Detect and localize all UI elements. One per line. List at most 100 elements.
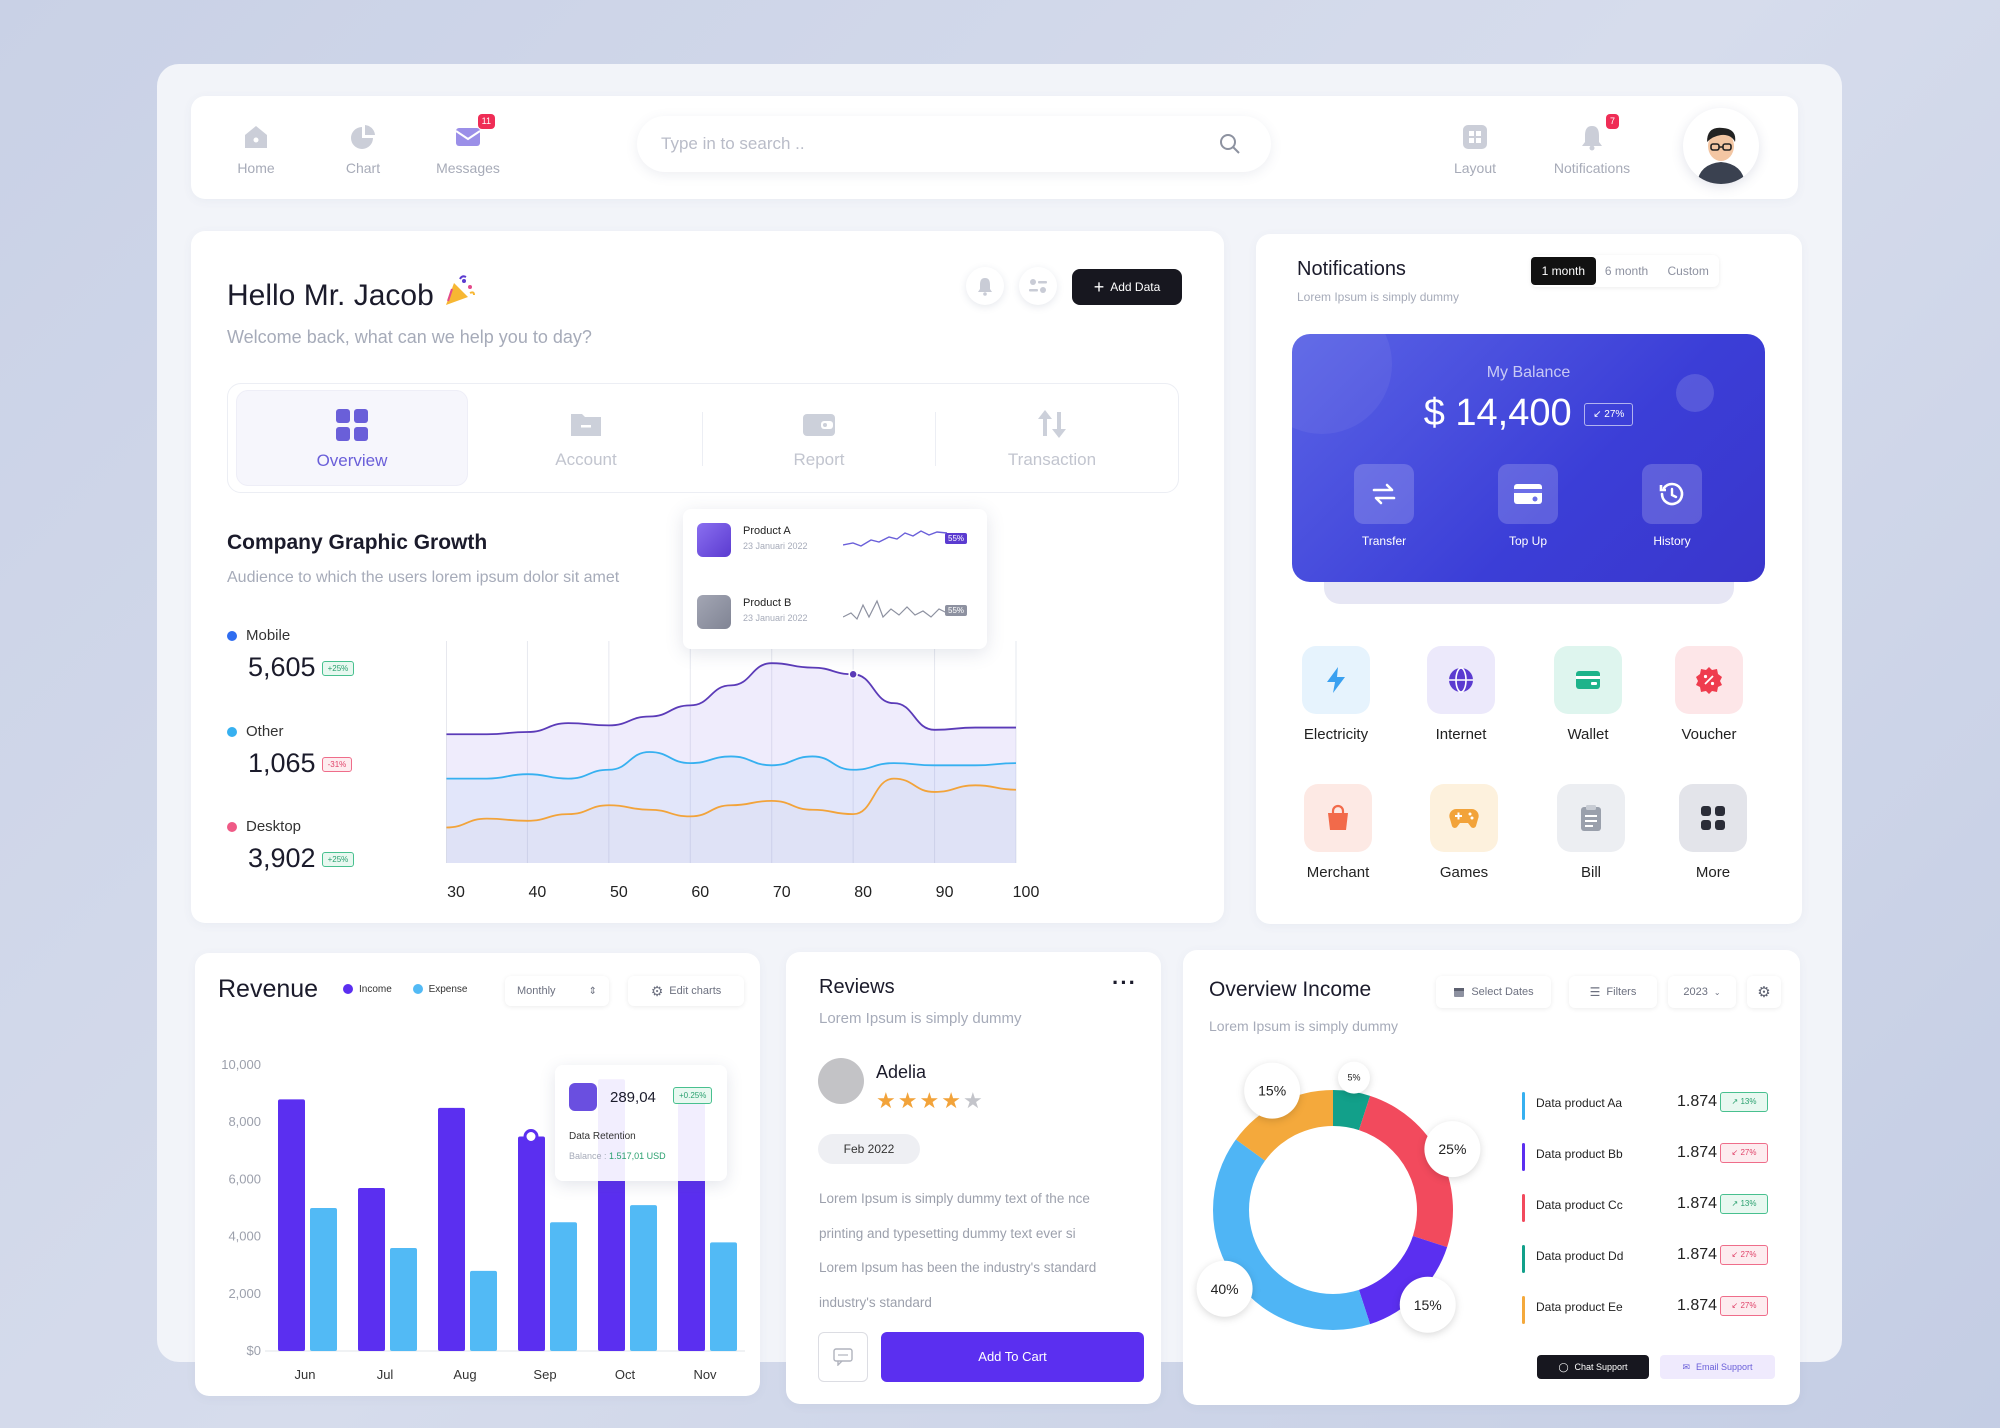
tab-divider <box>702 412 703 466</box>
product-change-value: 13% <box>1740 1097 1757 1106</box>
income-title: Overview Income <box>1209 978 1372 1001</box>
service-bill[interactable]: Bill <box>1546 784 1636 881</box>
balance-card: My Balance $ 14,400 ↙ 27% Transfer Top U… <box>1292 334 1765 582</box>
legend-dot <box>227 631 237 642</box>
product-name: Data product Ee <box>1536 1300 1623 1314</box>
y-tick-label: 4,000 <box>228 1229 261 1244</box>
nav-notifications[interactable]: 7 Notifications <box>1542 114 1642 176</box>
slice-label-badge <box>1399 1276 1456 1333</box>
product-name: Data product Bb <box>1536 1147 1623 1161</box>
period-select[interactable]: Monthly ⇕ <box>505 976 609 1006</box>
gamepad-icon <box>1449 809 1479 828</box>
product-name: Data product Cc <box>1536 1198 1623 1212</box>
sliders-icon: ☰ <box>1589 985 1601 999</box>
chevron-down-icon: ⌄ <box>1713 987 1721 997</box>
growth-subtitle: Audience to which the users lorem ipsum … <box>227 569 620 586</box>
service-label: Internet <box>1435 726 1487 743</box>
more-options-icon[interactable]: ··· <box>1112 970 1137 995</box>
product-name: Data product Dd <box>1536 1249 1624 1263</box>
range-1-month[interactable]: 1 month <box>1531 257 1596 285</box>
series-line-mobile <box>446 662 1016 736</box>
service-electricity[interactable]: Electricity <box>1291 646 1381 743</box>
slice-label: 5% <box>1347 1073 1360 1083</box>
grid-icon <box>334 407 370 443</box>
tab-account-label: Account <box>555 450 617 469</box>
filters-label: Filters <box>1606 986 1637 998</box>
service-wallet[interactable]: Wallet <box>1543 646 1633 743</box>
tab-transaction[interactable]: Transaction <box>936 390 1168 486</box>
range-custom[interactable]: Custom <box>1667 264 1709 278</box>
nav-layout[interactable]: Layout <box>1430 122 1520 176</box>
tab-account[interactable]: Account <box>470 390 702 486</box>
filter-settings-button[interactable] <box>1019 267 1057 305</box>
nav-chart[interactable]: Chart <box>318 122 408 176</box>
service-voucher[interactable]: Voucher <box>1664 646 1754 743</box>
product-a-pct: 55% <box>945 533 968 544</box>
year-select[interactable]: 2023 ⌄ <box>1668 976 1736 1008</box>
bell-button[interactable] <box>966 267 1004 305</box>
nav-messages-label: Messages <box>436 160 500 176</box>
comment-button[interactable] <box>818 1332 868 1382</box>
slice-label-badge <box>1337 1061 1370 1094</box>
year-value: 2023 <box>1683 986 1708 998</box>
history-button[interactable]: History <box>1642 464 1702 548</box>
settings-button[interactable]: ⚙ <box>1747 976 1781 1008</box>
service-more[interactable]: More <box>1668 784 1758 881</box>
stat-change-badge: +25% <box>321 661 355 677</box>
add-data-button[interactable]: + Add Data <box>1072 269 1182 305</box>
balance-change-value: 27% <box>1604 409 1625 420</box>
tab-divider <box>935 412 936 466</box>
chat-support-button[interactable]: ◯ Chat Support <box>1537 1355 1649 1379</box>
product-value: 1.874 <box>1677 1093 1718 1110</box>
search-input[interactable] <box>661 116 1181 172</box>
review-text: Lorem Ipsum is simply dummy text of the … <box>819 1182 1149 1320</box>
data-product-row: Data product Cc 1.874 ↗ 13% <box>1522 1194 1768 1222</box>
range-6-month[interactable]: 6 month <box>1604 264 1649 278</box>
product-value: 1.874 <box>1677 1297 1718 1314</box>
folder-icon <box>568 406 604 442</box>
bar-income-jul <box>358 1187 385 1351</box>
product-name: Data product Aa <box>1536 1096 1623 1110</box>
star-icon: ★ <box>876 1088 898 1113</box>
transfer-button[interactable]: Transfer <box>1354 464 1414 548</box>
avatar[interactable] <box>1683 108 1759 184</box>
growth-title: Company Graphic Growth <box>227 531 488 554</box>
search-icon[interactable] <box>1219 133 1241 155</box>
nav-home[interactable]: Home <box>211 122 301 176</box>
tab-overview[interactable]: Overview <box>236 390 468 486</box>
top-up-button[interactable]: Top Up <box>1498 464 1558 548</box>
home-icon <box>241 122 271 152</box>
bar-income-aug <box>438 1107 465 1351</box>
slice-3 <box>1213 1139 1371 1330</box>
slice-label: 15% <box>1414 1297 1442 1313</box>
slice-label: 25% <box>1438 1141 1466 1157</box>
comment-icon <box>833 1348 853 1366</box>
nav-messages[interactable]: 11 Messages <box>423 114 513 176</box>
gear-icon: ⚙ <box>650 982 664 999</box>
x-tick-label: Jun <box>295 1367 316 1382</box>
reviewer-avatar <box>818 1058 864 1104</box>
email-support-button[interactable]: ✉ Email Support <box>1660 1355 1775 1379</box>
add-to-cart-button[interactable]: Add To Cart <box>881 1332 1144 1382</box>
revenue-title: Revenue <box>218 975 319 1003</box>
select-dates-button[interactable]: Select Dates <box>1436 976 1551 1008</box>
service-games[interactable]: Games <box>1419 784 1509 881</box>
service-merchant[interactable]: Merchant <box>1293 784 1383 881</box>
filters-button[interactable]: ☰ Filters <box>1569 976 1657 1008</box>
slice-label-badge <box>1424 1121 1481 1178</box>
review-date: Feb 2022 <box>818 1134 920 1164</box>
reviews-subtitle: Lorem Ipsum is simply dummy <box>819 1010 1022 1027</box>
service-label: More <box>1695 864 1731 881</box>
tooltip-change: +0.25% <box>673 1087 713 1104</box>
legend-dot <box>343 984 353 995</box>
x-tick-label: 40 <box>529 884 547 901</box>
bar-expense-aug <box>470 1270 497 1351</box>
notifications-subtitle: Lorem Ipsum is simply dummy <box>1297 290 1460 304</box>
reviews-title: Reviews <box>819 976 895 998</box>
wallet-icon <box>801 406 837 442</box>
edit-charts-button[interactable]: ⚙ Edit charts <box>628 976 744 1006</box>
product-tooltip: Product A 23 Januari 2022 55% Product B … <box>683 509 987 649</box>
service-internet[interactable]: Internet <box>1416 646 1506 743</box>
tab-report[interactable]: Report <box>703 390 935 486</box>
sort-icon <box>1034 406 1070 442</box>
